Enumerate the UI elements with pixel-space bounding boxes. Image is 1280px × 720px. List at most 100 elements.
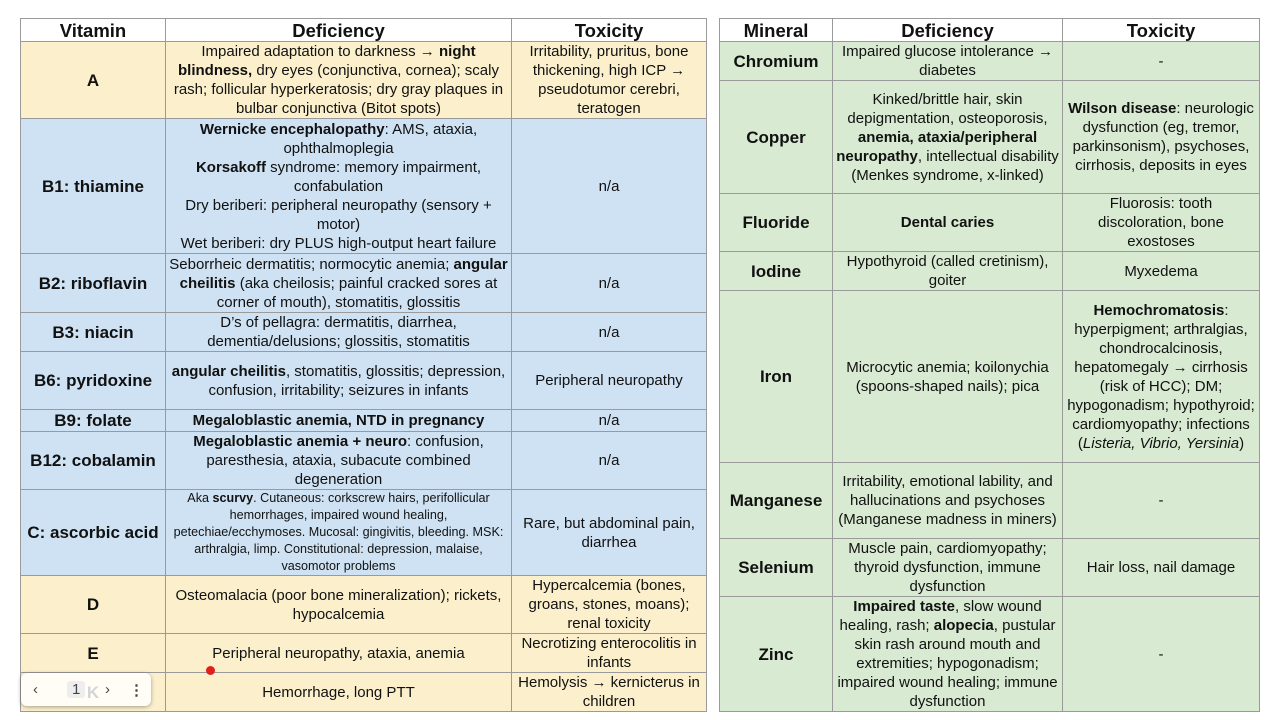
cell-line: Dental caries (836, 213, 1059, 232)
toxicity-cell: n/a (511, 118, 707, 254)
cell-line: angular cheilitis, stomatitis, glossitis… (169, 362, 508, 400)
cell-line: D’s of pellagra: dermatitis, diarrhea, d… (169, 314, 508, 351)
deficiency-cell: Dental caries (832, 193, 1063, 252)
text-run: anemia, ataxia/peripheral neuropathy (836, 128, 1038, 165)
cell-line: Necrotizing enterocolitis in infants (515, 635, 703, 672)
text-run: angular cheilitis (171, 362, 286, 380)
cell-line: Hemorrhage, long PTT (169, 683, 508, 702)
row-name: E (20, 633, 166, 673)
deficiency-cell: Impaired glucose intolerance → diabetes (832, 41, 1063, 81)
table-row: Manganese Irritability, emotional labilit… (719, 462, 1260, 539)
row-name: Zinc (719, 596, 833, 712)
row-name: C: ascorbic acid (20, 489, 166, 576)
text-run: Microcytic anemia; koilonychia (spoons-s… (846, 358, 1049, 395)
cell-line: Dry beriberi: peripheral neuropathy (sen… (169, 196, 508, 234)
text-run: , stomatitis, glossitis; depression, con… (208, 362, 506, 399)
row-name: Iron (719, 290, 833, 463)
text-run: Peripheral neuropathy, ataxia, anemia (212, 644, 465, 662)
text-run: - (1158, 52, 1164, 70)
cell-line: Hypercalcemia (bones, groans, stones, mo… (515, 577, 703, 633)
cell-line: Muscle pain, cardiomyopathy; thyroid dys… (836, 540, 1059, 596)
toxicity-cell: - (1062, 41, 1260, 81)
column-header: Deficiency (165, 18, 512, 42)
cell-line: Hypothyroid (called cretinism), goiter (836, 253, 1059, 290)
text-run: Wernicke encephalopathy (199, 120, 385, 138)
table-row: B9: folate Megaloblastic anemia, NTD in p… (20, 409, 707, 432)
text-run: Dry beriberi: peripheral neuropathy (sen… (185, 196, 492, 233)
cell-line: Peripheral neuropathy, ataxia, anemia (169, 644, 508, 663)
text-run: , slow wound healing, rash; (839, 598, 1042, 634)
toxicity-cell: - (1062, 596, 1260, 712)
text-run: dry eyes (conjunctiva, cornea); scaly ra… (173, 62, 504, 117)
text-run: n/a (598, 177, 620, 195)
toxicity-cell: Wilson disease: neurologic dysfunction (… (1062, 80, 1260, 194)
table-row: Iron Microcytic anemia; koilonychia (spoo… (719, 290, 1260, 463)
cell-line: Megaloblastic anemia + neuro: confusion,… (169, 433, 508, 489)
row-name: B2: riboflavin (20, 253, 166, 313)
text-run: Korsakoff (195, 158, 266, 176)
text-run: ) (1239, 434, 1245, 452)
cell-line: Korsakoff syndrome: memory impairment, c… (169, 158, 508, 196)
text-run: Hemochromatosis (1093, 301, 1225, 319)
row-name: Selenium (719, 538, 833, 597)
text-run: Wet beriberi: dry PLUS high-output heart… (180, 234, 497, 252)
text-run: Impaired adaptation to darkness → (201, 43, 439, 60)
text-run: Hypercalcemia (bones, groans, stones, mo… (528, 577, 690, 632)
row-name: Iodine (719, 251, 833, 291)
cell-line: - (1066, 645, 1256, 664)
table-row: A Impaired adaptation to darkness → night… (20, 41, 707, 119)
cell-line: Rare, but abdominal pain, diarrhea (515, 514, 703, 552)
table-row: Chromium Impaired glucose intolerance → d… (719, 41, 1260, 81)
row-name: B1: thiamine (20, 118, 166, 254)
text-run: , intellectual disability (Menkes syndro… (851, 147, 1059, 184)
cell-line: Impaired glucose intolerance → diabetes (836, 43, 1059, 80)
text-run: alopecia (933, 617, 994, 634)
text-run: Irritability, emotional lability, and ha… (838, 473, 1057, 528)
cell-line: Impaired adaptation to darkness → night … (169, 43, 508, 118)
row-name: B6: pyridoxine (20, 351, 166, 410)
text-run: Wilson disease (1068, 100, 1177, 117)
cell-line: Megaloblastic anemia, NTD in pregnancy (169, 411, 508, 430)
prev-button[interactable]: ‹ (33, 681, 38, 698)
text-run: - (1158, 645, 1164, 663)
text-run: Necrotizing enterocolitis in infants (521, 635, 697, 671)
deficiency-cell: Seborrheic dermatitis; normocytic anemia… (165, 253, 512, 313)
deficiency-cell: Megaloblastic anemia + neuro: confusion,… (165, 431, 512, 490)
cell-line: Hair loss, nail damage (1066, 558, 1256, 577)
cell-line: n/a (515, 177, 703, 196)
toxicity-cell: Myxedema (1062, 251, 1260, 291)
row-name: B3: niacin (20, 312, 166, 352)
text-run: n/a (598, 274, 620, 292)
toxicity-cell: Fluorosis: tooth discoloration, bone exo… (1062, 193, 1260, 252)
toxicity-cell: n/a (511, 409, 707, 432)
toxicity-cell: - (1062, 462, 1260, 539)
cell-line: Fluorosis: tooth discoloration, bone exo… (1066, 195, 1256, 251)
cell-line: Hemochromatosis: hyperpigment; arthralgi… (1066, 301, 1256, 453)
cell-line: Irritability, pruritus, bone thickening,… (515, 43, 703, 118)
vitamin-table: Vitamin Deficiency Toxicity A Impaired adapt… (20, 18, 707, 712)
menu-button[interactable]: ⋮ (129, 682, 144, 699)
table-row: Copper Kinked/brittle hair, skin depigmen… (719, 80, 1260, 194)
deficiency-cell: Peripheral neuropathy, ataxia, anemia (165, 633, 512, 673)
text-run: Hair loss, nail damage (1086, 559, 1236, 576)
table-row: B6: pyridoxine angular cheilitis, stomati… (20, 351, 707, 410)
text-run: : neurologic dysfunction (eg, tremor, pa… (1072, 100, 1254, 174)
table-row: E Peripheral neuropathy, ataxia, anemia Ne… (20, 633, 707, 673)
deficiency-cell: Impaired adaptation to darkness → night … (165, 41, 512, 119)
cell-line: Microcytic anemia; koilonychia (spoons-s… (836, 358, 1059, 396)
text-run: Aka (187, 491, 213, 505)
text-run: Hemorrhage, long PTT (262, 683, 415, 701)
cell-line: Aka scurvy. Cutaneous: corkscrew hairs, … (169, 491, 508, 575)
toxicity-cell: Hemochromatosis: hyperpigment; arthralgi… (1062, 290, 1260, 463)
cell-line: n/a (515, 411, 703, 430)
column-header: Vitamin (20, 18, 166, 42)
deficiency-cell: Hypothyroid (called cretinism), goiter (832, 251, 1063, 291)
deficiency-cell: Impaired taste, slow wound healing, rash… (832, 596, 1063, 712)
row-name: D (20, 575, 166, 634)
text-run: Impaired glucose intolerance → diabetes (842, 43, 1053, 79)
next-button[interactable]: › (105, 681, 110, 698)
page-toolbar[interactable]: ‹ 1 › ⋮ (21, 673, 151, 706)
text-run: n/a (598, 323, 620, 341)
deficiency-cell: Hemorrhage, long PTT (165, 672, 512, 712)
page-number[interactable]: 1 (67, 681, 86, 698)
